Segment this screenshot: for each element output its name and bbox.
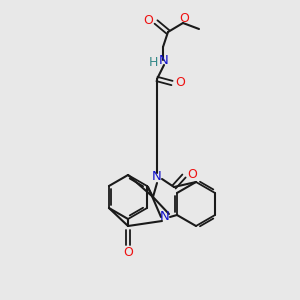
- Text: H: H: [148, 56, 158, 68]
- Text: O: O: [175, 76, 185, 89]
- Text: O: O: [123, 247, 133, 260]
- Text: N: N: [152, 170, 162, 184]
- Text: O: O: [187, 167, 197, 181]
- Text: O: O: [143, 14, 153, 28]
- Text: O: O: [179, 11, 189, 25]
- Text: N: N: [159, 55, 169, 68]
- Text: N: N: [160, 211, 170, 224]
